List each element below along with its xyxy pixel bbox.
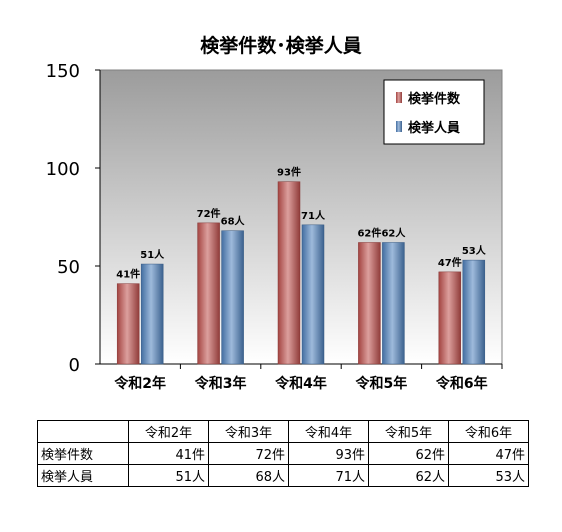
bar-persons xyxy=(301,224,325,365)
table-row-label: 検挙人員 xyxy=(37,464,129,487)
data-label: 53人 xyxy=(462,244,487,257)
bar-cases xyxy=(358,242,381,365)
table-cell: 62件 xyxy=(368,442,449,465)
table-cell: 93件 xyxy=(288,442,369,465)
bar-cases xyxy=(197,222,220,365)
table-cell: 62人 xyxy=(368,464,449,487)
x-tick-label: 令和6年 xyxy=(435,375,488,392)
y-tick-label: 150 xyxy=(46,61,80,82)
data-table: 令和2年 令和3年 令和4年 令和5年 令和6年 検挙件数 41件 72件 93… xyxy=(37,420,529,487)
table-cell: 71人 xyxy=(288,464,369,487)
table-header-cell: 令和6年 xyxy=(448,420,529,443)
data-label: 71人 xyxy=(301,209,326,222)
legend-box xyxy=(383,79,485,145)
bar-cases xyxy=(116,283,140,365)
legend-label: 検挙人員 xyxy=(408,120,460,136)
table-cell: 41件 xyxy=(128,442,209,465)
bar-persons xyxy=(382,242,405,365)
data-label: 72件 xyxy=(197,207,221,220)
table-header-row: 令和2年 令和3年 令和4年 令和5年 令和6年 xyxy=(37,420,529,443)
x-tick-label: 令和5年 xyxy=(355,375,408,392)
data-label: 93件 xyxy=(277,166,301,179)
table-cell: 51人 xyxy=(128,464,209,487)
table-row: 検挙件数 41件 72件 93件 62件 47件 xyxy=(37,442,529,465)
bar-persons xyxy=(462,259,486,365)
data-label: 41件 xyxy=(116,268,140,281)
bar-persons xyxy=(140,263,164,365)
legend-swatch xyxy=(396,121,402,132)
legend-swatch xyxy=(396,92,402,103)
table-row-label: 検挙件数 xyxy=(37,442,129,465)
data-label: 62件 xyxy=(357,226,381,239)
table-cell: 47件 xyxy=(448,442,529,465)
x-tick-label: 令和2年 xyxy=(113,375,166,392)
bar-cases xyxy=(438,271,462,365)
x-tick-label: 令和4年 xyxy=(274,375,327,392)
chart: 検挙件数･検挙人員 0 50 100 150 令和2年 41件 51人令和3年 72件 68人令和… xyxy=(46,34,503,392)
table-header-cell: 令和5年 xyxy=(368,420,449,443)
table-row: 検挙人員 51人 68人 71人 62人 53人 xyxy=(37,464,529,487)
bar-cases xyxy=(277,181,301,365)
legend-label: 検挙件数 xyxy=(408,91,461,107)
chart-title: 検挙件数･検挙人員 xyxy=(200,34,362,57)
table-cell: 72件 xyxy=(208,442,289,465)
table-corner-cell xyxy=(37,420,129,443)
table-header-cell: 令和2年 xyxy=(128,420,209,443)
y-tick-label: 50 xyxy=(57,257,80,278)
table-cell: 53人 xyxy=(448,464,529,487)
y-tick-label: 100 xyxy=(46,159,80,180)
data-label: 62人 xyxy=(381,226,406,239)
table-header-cell: 令和3年 xyxy=(208,420,289,443)
data-label: 68人 xyxy=(221,215,246,228)
y-tick-label: 0 xyxy=(69,355,80,376)
bar-persons xyxy=(221,230,244,365)
x-tick-label: 令和3年 xyxy=(194,375,247,392)
table-cell: 68人 xyxy=(208,464,289,487)
table-header-cell: 令和4年 xyxy=(288,420,369,443)
data-label: 47件 xyxy=(438,256,462,269)
data-label: 51人 xyxy=(140,248,165,261)
